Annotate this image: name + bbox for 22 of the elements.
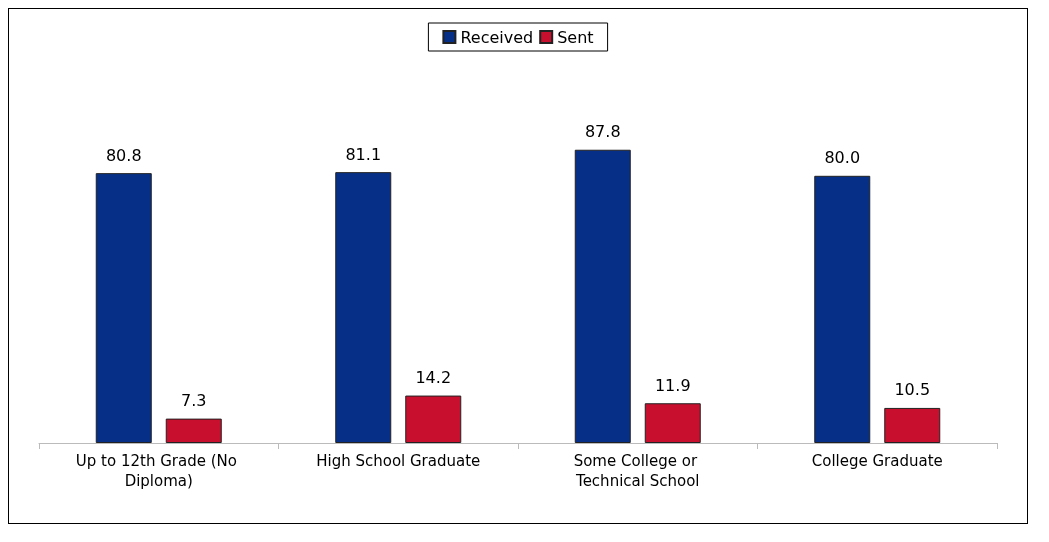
x-tick-label: College Graduate [811, 452, 943, 470]
x-tick-label: Some College or Technical School [573, 452, 702, 490]
data-label: 80.8 [105, 145, 142, 165]
x-tick-label: High School Graduate [316, 452, 481, 470]
bar [95, 173, 152, 443]
bar [884, 407, 941, 443]
data-label: 11.9 [654, 375, 691, 395]
data-label: 7.3 [181, 391, 207, 411]
x-tick-label: Up to 12th Grade (No Diploma) [75, 452, 242, 490]
data-label: 14.2 [415, 368, 452, 388]
bar [814, 175, 871, 443]
legend-label: Sent [557, 27, 594, 47]
bar [165, 418, 222, 443]
bar [335, 172, 392, 443]
data-label: 80.0 [824, 148, 861, 168]
bar [405, 395, 462, 443]
bar [574, 149, 631, 443]
data-label: 87.8 [584, 122, 621, 142]
data-label: 10.5 [894, 380, 931, 400]
data-label: 81.1 [345, 144, 382, 164]
legend-label: Received [460, 27, 534, 47]
bar [644, 403, 701, 443]
